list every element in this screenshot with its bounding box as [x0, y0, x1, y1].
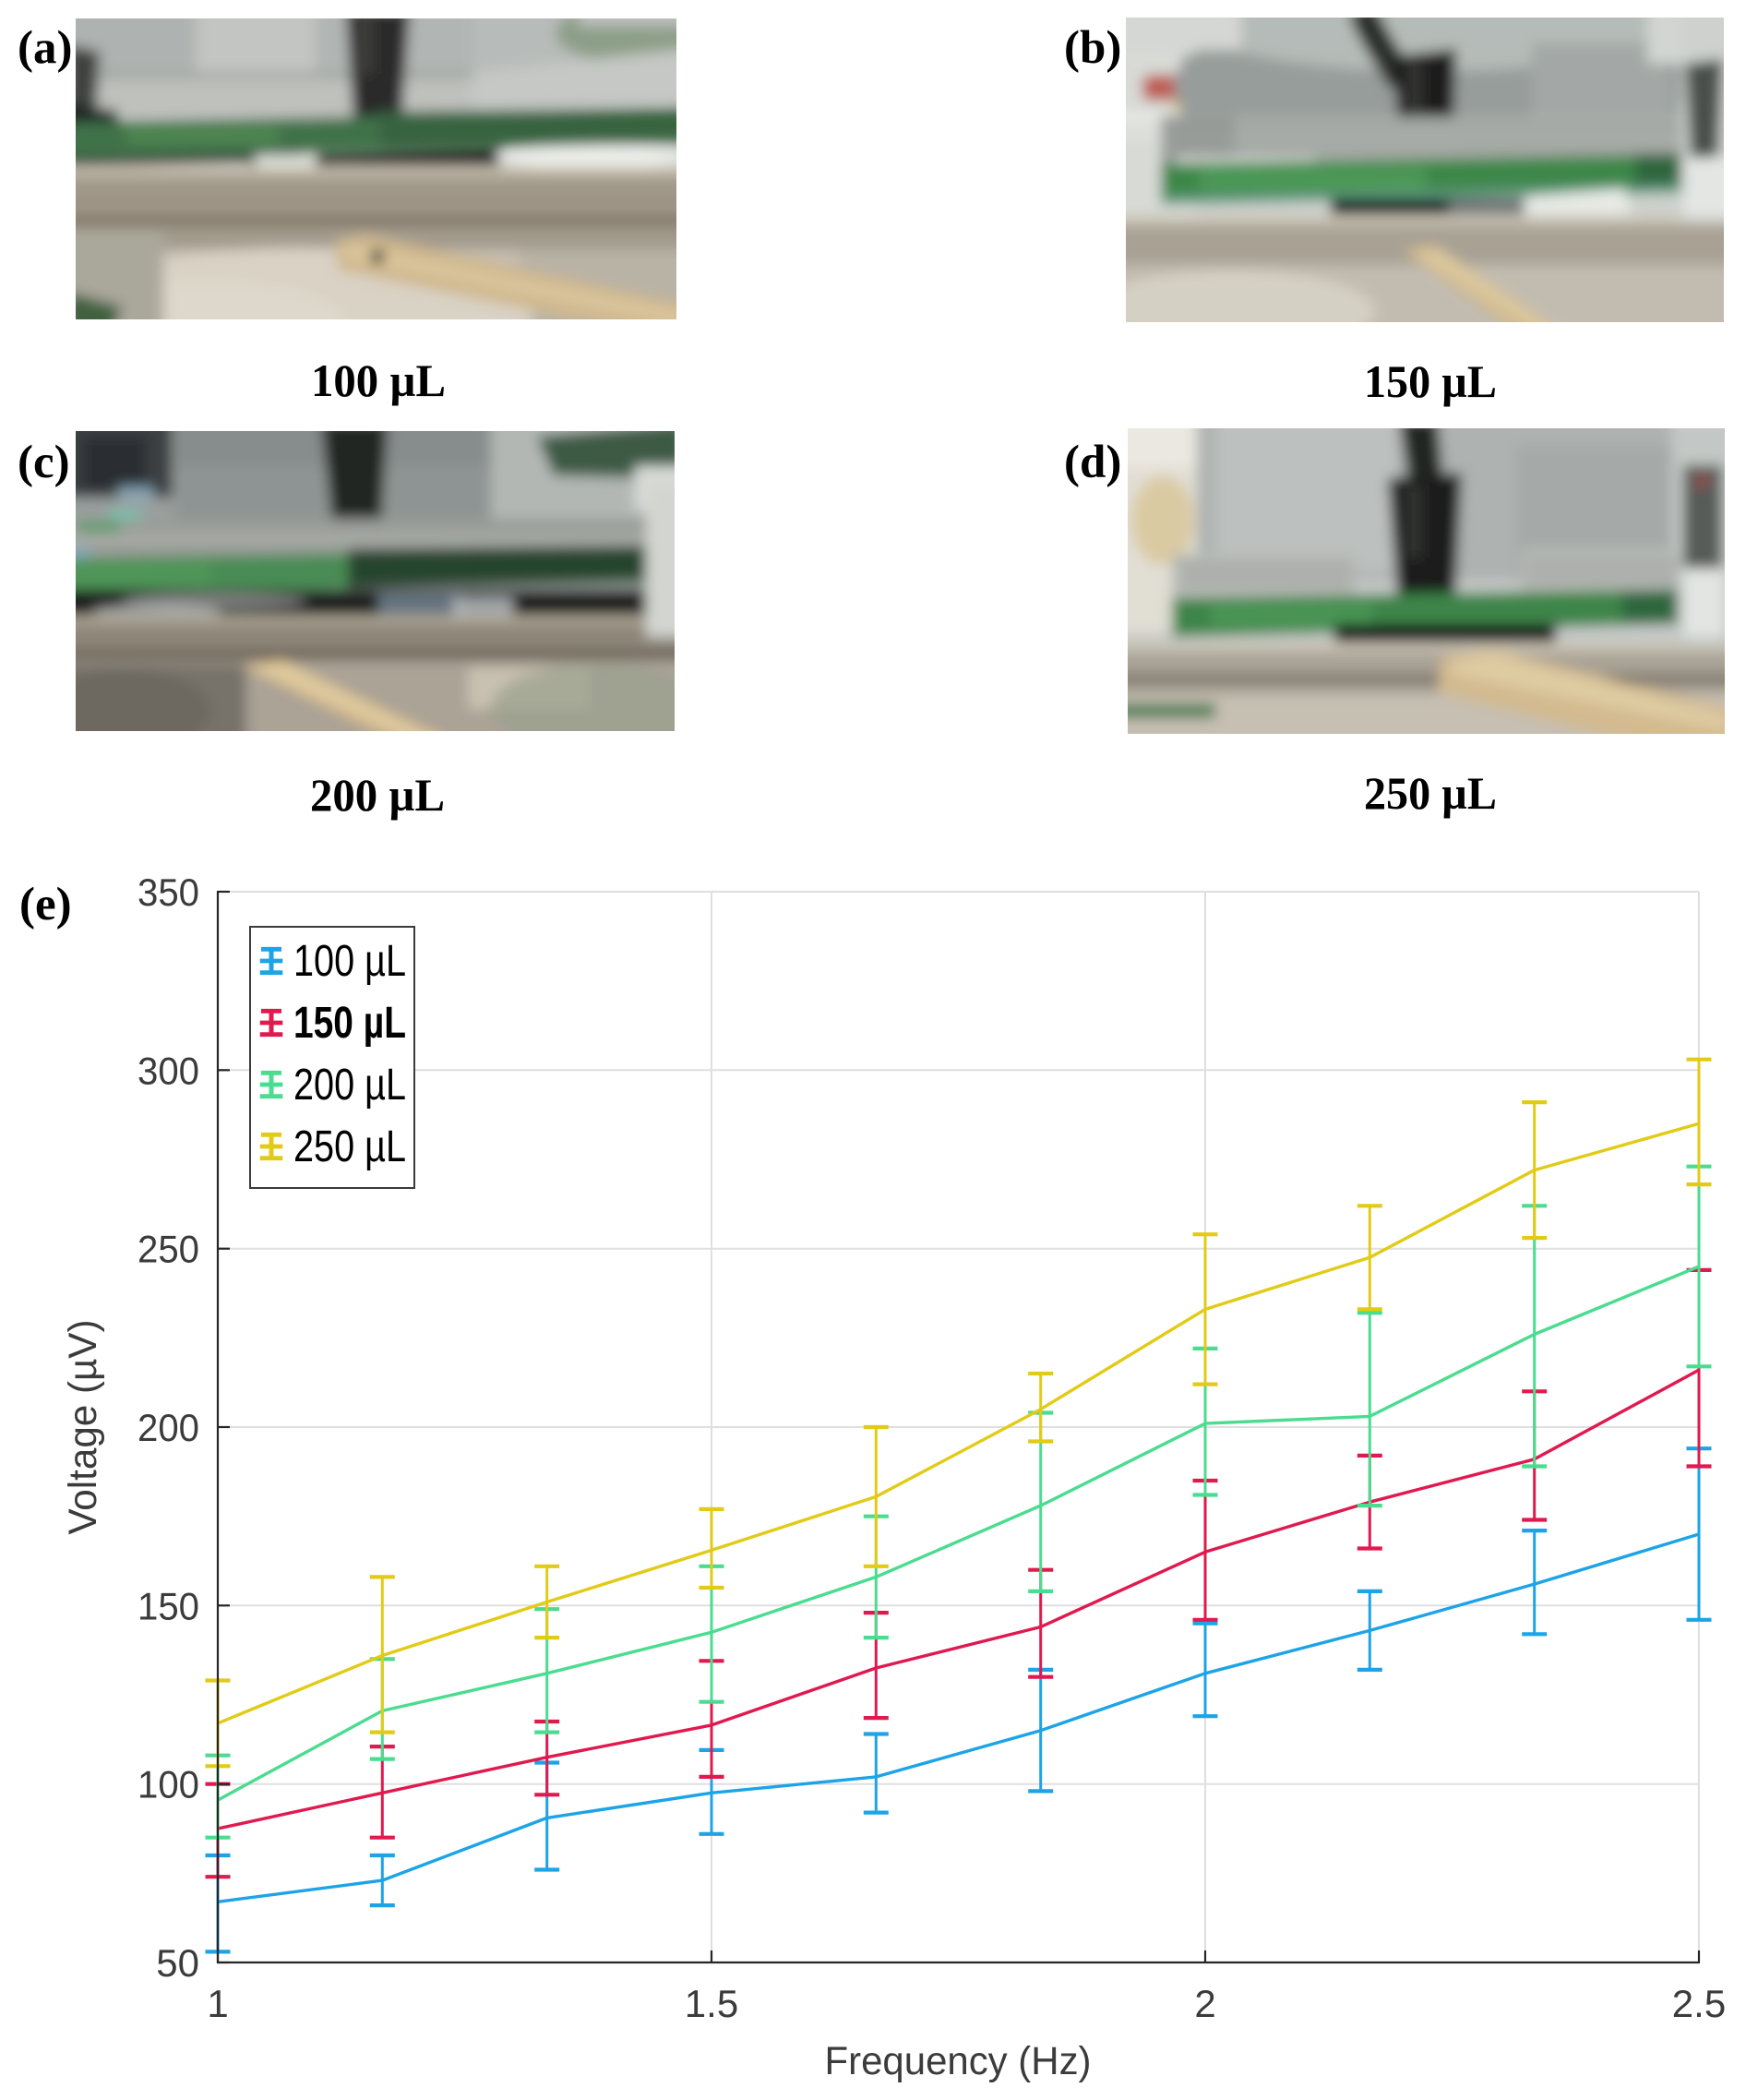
- svg-text:Frequency (Hz): Frequency (Hz): [825, 2039, 1092, 2083]
- svg-text:200 µL: 200 µL: [310, 769, 445, 821]
- svg-text:Voltage (µV): Voltage (µV): [61, 1320, 105, 1535]
- svg-text:200 µL: 200 µL: [293, 1061, 406, 1110]
- svg-text:100: 100: [138, 1763, 199, 1806]
- svg-text:(d): (d): [1064, 437, 1121, 488]
- svg-text:250 µL: 250 µL: [1364, 767, 1497, 819]
- svg-text:150 µL: 150 µL: [293, 999, 406, 1048]
- svg-text:50: 50: [156, 1941, 199, 1985]
- svg-text:2.5: 2.5: [1672, 1982, 1726, 2025]
- svg-text:(b): (b): [1064, 22, 1121, 74]
- svg-text:100 µL: 100 µL: [311, 354, 446, 406]
- svg-text:300: 300: [138, 1049, 199, 1092]
- svg-text:100 µL: 100 µL: [293, 937, 406, 986]
- svg-text:150: 150: [138, 1584, 199, 1627]
- svg-text:(c): (c): [18, 437, 70, 488]
- svg-text:250: 250: [138, 1228, 199, 1271]
- svg-text:250 µL: 250 µL: [293, 1122, 406, 1171]
- svg-text:1: 1: [207, 1982, 228, 2025]
- svg-text:2: 2: [1194, 1982, 1215, 2025]
- svg-text:(e): (e): [19, 879, 72, 930]
- svg-text:1.5: 1.5: [685, 1982, 738, 2025]
- svg-text:(a): (a): [18, 22, 72, 74]
- svg-text:350: 350: [138, 870, 199, 914]
- svg-text:200: 200: [138, 1406, 199, 1449]
- svg-text:150 µL: 150 µL: [1364, 355, 1497, 407]
